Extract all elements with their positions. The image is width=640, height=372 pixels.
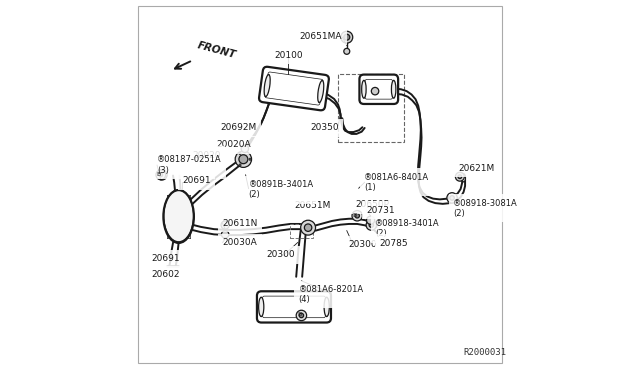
FancyBboxPatch shape <box>262 296 325 318</box>
Circle shape <box>456 172 465 181</box>
Circle shape <box>447 193 457 203</box>
Circle shape <box>221 231 229 238</box>
Circle shape <box>156 170 166 180</box>
Circle shape <box>458 175 461 179</box>
Text: 20691: 20691 <box>151 254 180 263</box>
Text: ®08187-0251A
(3): ®08187-0251A (3) <box>157 155 221 175</box>
Ellipse shape <box>461 174 465 182</box>
Text: 20785: 20785 <box>380 239 408 248</box>
Ellipse shape <box>324 297 330 317</box>
Circle shape <box>296 310 307 321</box>
Circle shape <box>157 170 167 180</box>
Text: 20100: 20100 <box>274 51 303 60</box>
FancyBboxPatch shape <box>265 72 323 105</box>
Text: 20020: 20020 <box>192 151 221 160</box>
Text: 20350: 20350 <box>310 123 339 132</box>
Circle shape <box>305 224 312 231</box>
Circle shape <box>241 145 248 153</box>
FancyBboxPatch shape <box>360 74 398 104</box>
FancyBboxPatch shape <box>365 79 392 99</box>
Text: ®08918-3401A
(2): ®08918-3401A (2) <box>375 219 440 238</box>
Bar <box>338 74 404 142</box>
Circle shape <box>367 216 374 224</box>
FancyBboxPatch shape <box>257 291 331 323</box>
Circle shape <box>235 151 252 167</box>
Text: 20300: 20300 <box>348 240 377 249</box>
Text: 20030A: 20030A <box>223 238 257 247</box>
Circle shape <box>366 220 376 230</box>
Circle shape <box>249 158 251 160</box>
Circle shape <box>239 155 248 164</box>
Circle shape <box>344 48 349 54</box>
Text: 20300: 20300 <box>267 250 295 259</box>
Circle shape <box>369 223 374 227</box>
Text: FRONT: FRONT <box>196 41 237 60</box>
Circle shape <box>355 214 360 218</box>
Circle shape <box>239 152 241 154</box>
Ellipse shape <box>264 74 270 97</box>
Text: R2000031: R2000031 <box>463 348 506 357</box>
Text: 20651MA: 20651MA <box>300 32 342 41</box>
Text: 20602: 20602 <box>152 270 180 279</box>
Ellipse shape <box>362 80 366 98</box>
Circle shape <box>301 220 316 235</box>
Text: 20020A: 20020A <box>216 140 251 149</box>
Text: 20651M: 20651M <box>294 201 330 210</box>
Text: B: B <box>156 171 161 177</box>
Text: B: B <box>353 212 357 218</box>
Text: 20731: 20731 <box>366 206 395 215</box>
FancyBboxPatch shape <box>259 67 329 110</box>
Circle shape <box>450 196 454 200</box>
Text: ®08918-3081A
(2): ®08918-3081A (2) <box>453 199 518 218</box>
Text: ®0891B-3401A
(2): ®0891B-3401A (2) <box>248 180 314 199</box>
Ellipse shape <box>317 80 324 103</box>
Circle shape <box>344 34 349 40</box>
Circle shape <box>221 221 229 229</box>
Circle shape <box>371 87 379 95</box>
Ellipse shape <box>164 190 193 242</box>
Text: 20611N: 20611N <box>223 219 258 228</box>
Circle shape <box>239 164 241 166</box>
Ellipse shape <box>259 297 264 317</box>
Text: 20691: 20691 <box>182 176 211 185</box>
Circle shape <box>159 173 164 177</box>
Text: 20692M: 20692M <box>220 124 256 132</box>
Text: B: B <box>297 312 301 317</box>
Circle shape <box>299 313 303 318</box>
Circle shape <box>159 173 163 177</box>
Ellipse shape <box>392 80 396 98</box>
Text: ®081A6-8401A
(1): ®081A6-8401A (1) <box>364 173 429 192</box>
Circle shape <box>352 211 362 221</box>
Circle shape <box>341 31 353 43</box>
Text: ®081A6-8201A
(4): ®081A6-8201A (4) <box>299 285 364 304</box>
Bar <box>291 224 312 238</box>
Text: 20650P: 20650P <box>356 201 390 209</box>
Text: 20621M: 20621M <box>458 164 495 173</box>
